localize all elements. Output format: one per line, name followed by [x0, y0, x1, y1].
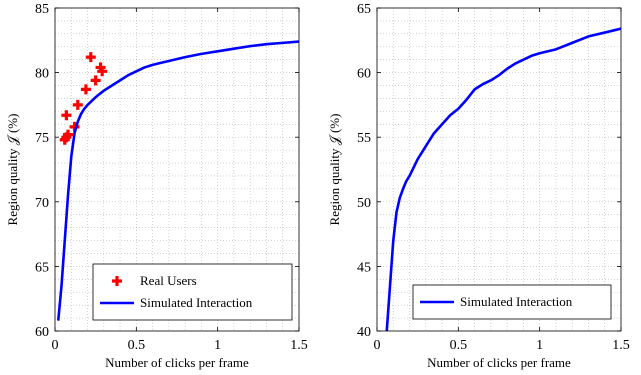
chart-left-data	[56, 40, 299, 321]
data-point-real-users	[69, 121, 80, 132]
y-tick-label: 65	[35, 260, 49, 275]
chart-right: 0 0.5 1 1.5 40 45 50 55 60 65 Number of clicks pe…	[327, 2, 630, 370]
chart-left-y-axis-title: Region quality 𝒥 (%)	[5, 114, 20, 226]
y-tick-label: 60	[357, 67, 371, 82]
chart-left: 0 0.5 1 1.5 60 65 70 75 80 85 Number of clicks pe…	[5, 2, 308, 370]
chart-right-frame	[376, 7, 622, 332]
x-tick-label: 0.5	[128, 338, 146, 353]
legend-item-simulated-interaction: Simulated Interaction	[420, 294, 573, 309]
legend-item-simulated-interaction: Simulated Interaction	[100, 295, 253, 310]
y-tick-label: 55	[357, 131, 371, 146]
chart-right-legend: Simulated Interaction	[412, 284, 612, 320]
legend-label-simulated-interaction: Simulated Interaction	[460, 294, 573, 309]
x-tick-label: 1.5	[290, 338, 308, 353]
chart-left-legend-box	[92, 263, 293, 321]
y-tick-label: 60	[35, 325, 49, 340]
data-point-real-users	[61, 110, 72, 121]
chart-right-x-axis-title: Number of clicks per frame	[427, 355, 571, 370]
data-point-real-users	[95, 62, 106, 73]
legend-label-simulated-interaction: Simulated Interaction	[140, 295, 253, 310]
chart-right-data	[385, 27, 621, 331]
data-point-real-users	[59, 134, 70, 145]
y-tick-label: 70	[35, 196, 49, 211]
series-line-simulated-interaction	[385, 27, 621, 331]
y-tick-label: 80	[35, 67, 49, 82]
x-tick-label: 0	[374, 338, 381, 353]
data-point-real-users	[85, 52, 96, 63]
x-tick-label: 1.5	[612, 338, 630, 353]
chart-left-legend: Real Users Simulated Interaction	[92, 263, 293, 321]
chart-left-ticks: 0 0.5 1 1.5 60 65 70 75 80 85	[35, 2, 308, 353]
y-tick-label: 85	[35, 2, 49, 17]
data-point-real-users	[63, 129, 74, 140]
y-tick-label: 40	[357, 325, 371, 340]
chart-left-x-axis-title: Number of clicks per frame	[105, 355, 249, 370]
chart-right-ticks: 0 0.5 1 1.5 40 45 50 55 60 65	[357, 2, 630, 353]
y-tick-label: 50	[357, 196, 371, 211]
series-line-simulated-interaction	[56, 40, 299, 321]
chart-right-y-axis-title: Region quality 𝒥 (%)	[327, 114, 342, 226]
x-tick-label: 1	[536, 338, 543, 353]
legend-item-real-users: Real Users	[112, 273, 197, 288]
y-tick-label: 65	[357, 2, 371, 17]
legend-label-real-users: Real Users	[140, 273, 197, 288]
x-tick-label: 0.5	[450, 338, 468, 353]
data-point-real-users	[97, 66, 108, 77]
x-tick-label: 1	[214, 338, 221, 353]
legend-plus-marker	[112, 276, 122, 286]
data-point-real-users	[90, 75, 101, 86]
y-tick-label: 45	[357, 260, 371, 275]
x-tick-label: 0	[52, 338, 59, 353]
data-point-real-users	[72, 99, 83, 110]
y-tick-label: 75	[35, 131, 49, 146]
chart-left-frame	[54, 7, 300, 332]
data-point-real-users	[61, 132, 72, 143]
data-point-real-users	[80, 84, 91, 95]
